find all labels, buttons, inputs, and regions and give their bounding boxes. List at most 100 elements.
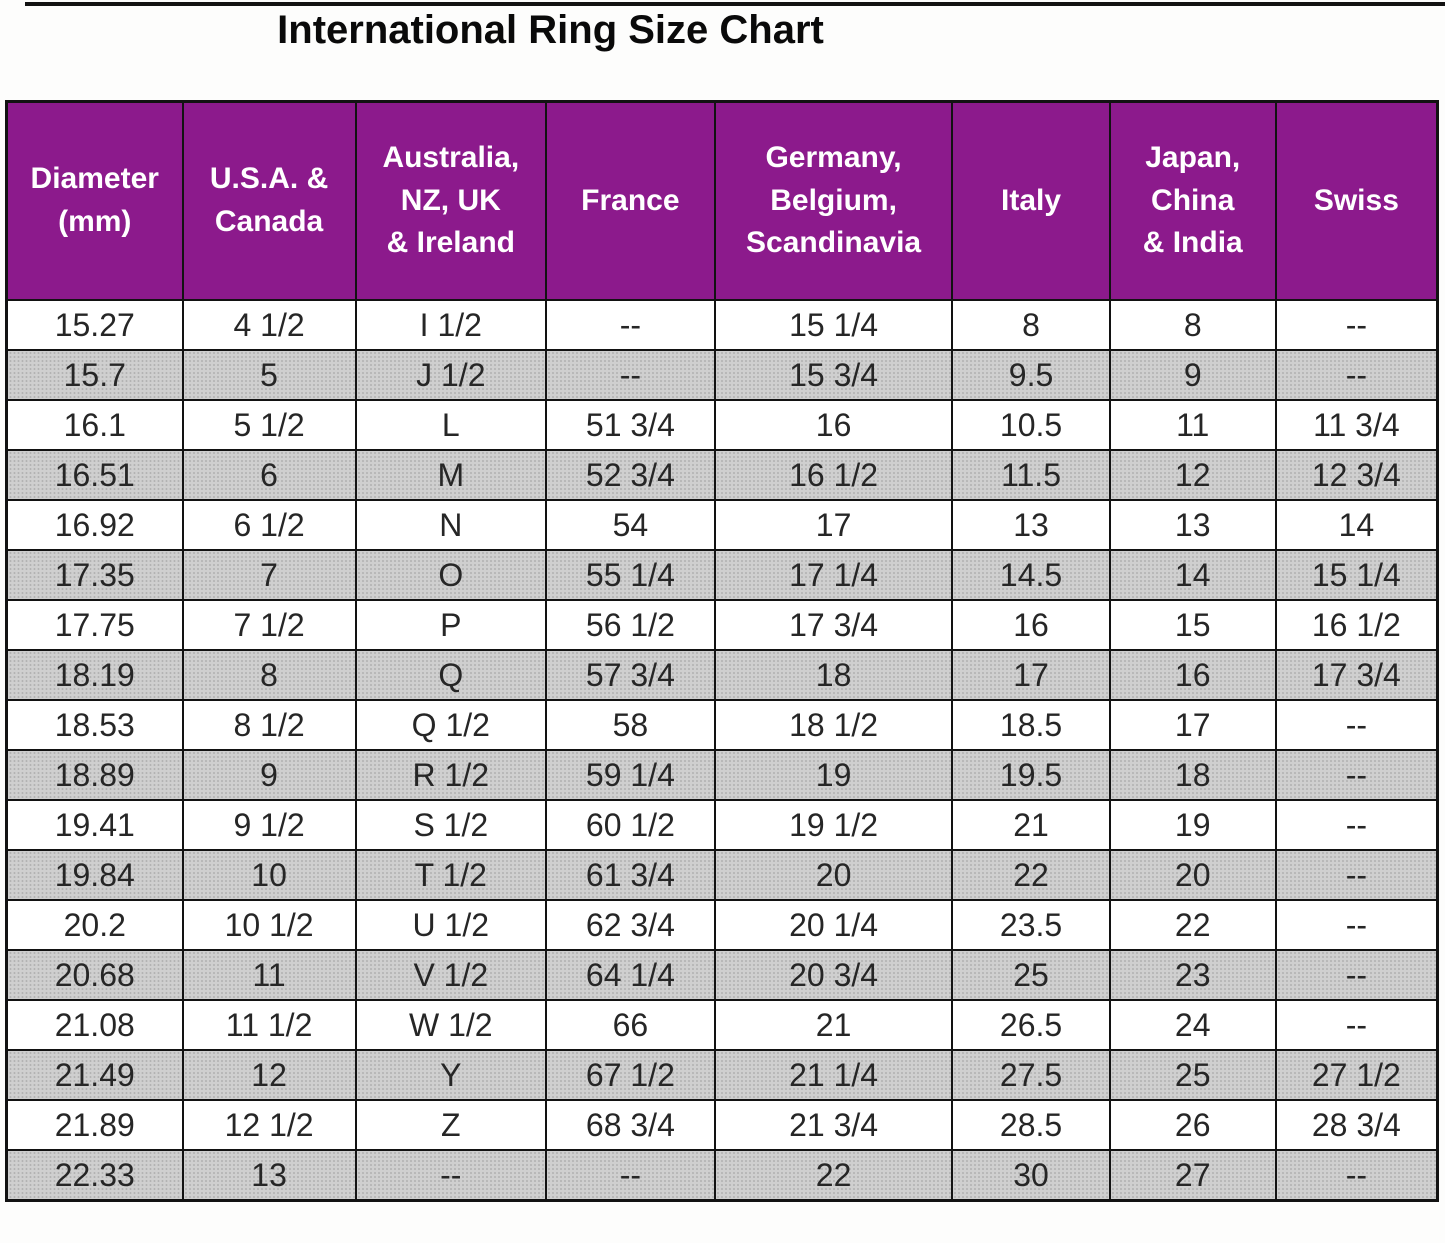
table-cell: 12 [181, 1049, 357, 1101]
table-cell: 17 1/4 [713, 549, 954, 601]
table-cell: 15.7 [5, 349, 184, 401]
table-cell: 10 1/2 [181, 899, 357, 951]
table-cell: 11 [181, 949, 357, 1001]
table-cell: 15 3/4 [713, 349, 954, 401]
table-cell: 62 3/4 [544, 899, 716, 951]
table-row: 16.51 6 M 52 3/4 16 1/2 11.5 12 12 3/4 [5, 449, 1439, 501]
table-cell: 11 1/2 [181, 999, 357, 1051]
table-cell: S 1/2 [354, 799, 547, 851]
table-cell: 52 3/4 [544, 449, 716, 501]
table-cell: 8 [1108, 299, 1277, 351]
table-cell: -- [1274, 299, 1439, 351]
table-cell: 51 3/4 [544, 399, 716, 451]
table-cell: 9 [1108, 349, 1277, 401]
table-cell: 28.5 [951, 1099, 1111, 1151]
table-cell: Q [354, 649, 547, 701]
table-row: 20.2 10 1/2 U 1/2 62 3/4 20 1/4 23.5 22 -- [5, 899, 1439, 951]
table-cell: 27 [1108, 1149, 1277, 1202]
page-title: International Ring Size Chart [277, 8, 824, 52]
table-cell: 4 1/2 [181, 299, 357, 351]
table-row: 15.7 5 J 1/2 -- 15 3/4 9.5 9 -- [5, 349, 1439, 401]
table-cell: Q 1/2 [354, 699, 547, 751]
table-cell: 8 [951, 299, 1111, 351]
table-cell: V 1/2 [354, 949, 547, 1001]
table-cell: J 1/2 [354, 349, 547, 401]
table-cell: 19 1/2 [713, 799, 954, 851]
column-header: U.S.A. & Canada [181, 100, 357, 301]
table-cell: -- [1274, 749, 1439, 801]
table-cell: 9.5 [951, 349, 1111, 401]
table-cell: 19.5 [951, 749, 1111, 801]
table-cell: 15 1/4 [1274, 549, 1439, 601]
table-cell: -- [1274, 949, 1439, 1001]
table-cell: N [354, 499, 547, 551]
table-cell: 20 [713, 849, 954, 901]
table-cell: 18 [713, 649, 954, 701]
table-cell: 67 1/2 [544, 1049, 716, 1101]
table-cell: -- [354, 1149, 547, 1202]
table-row: 19.84 10 T 1/2 61 3/4 20 22 20 -- [5, 849, 1439, 901]
table-cell: -- [544, 1149, 716, 1202]
table-cell: 64 1/4 [544, 949, 716, 1001]
table-cell: Z [354, 1099, 547, 1151]
table-cell: 60 1/2 [544, 799, 716, 851]
table-cell: 17 [951, 649, 1111, 701]
table-cell: 9 1/2 [181, 799, 357, 851]
column-header: Germany, Belgium, Scandinavia [713, 100, 954, 301]
table-cell: 18.89 [5, 749, 184, 801]
table-cell: 28 3/4 [1274, 1099, 1439, 1151]
header-row: Diameter (mm) U.S.A. & Canada Australia, N… [5, 100, 1439, 301]
table-cell: 19.41 [5, 799, 184, 851]
table-row: 21.08 11 1/2 W 1/2 66 21 26.5 24 -- [5, 999, 1439, 1051]
table-cell: 18.5 [951, 699, 1111, 751]
table-row: 15.27 4 1/2 I 1/2 -- 15 1/4 8 8 -- [5, 299, 1439, 351]
table-cell: 23.5 [951, 899, 1111, 951]
table-cell: 19 [713, 749, 954, 801]
table-cell: 18.19 [5, 649, 184, 701]
table-cell: 16 1/2 [1274, 599, 1439, 651]
table-cell: 16.92 [5, 499, 184, 551]
table-cell: 8 [181, 649, 357, 701]
column-header: Diameter (mm) [5, 100, 184, 301]
table-row: 22.33 13 -- -- 22 30 27 -- [5, 1149, 1439, 1202]
table-header: Diameter (mm) U.S.A. & Canada Australia, N… [5, 100, 1439, 301]
column-header: France [544, 100, 716, 301]
table-cell: 14 [1274, 499, 1439, 551]
table-cell: -- [544, 299, 716, 351]
table-cell: 9 [181, 749, 357, 801]
table-cell: 6 [181, 449, 357, 501]
table-cell: 10.5 [951, 399, 1111, 451]
column-header: Japan, China & India [1108, 100, 1277, 301]
table-cell: -- [1274, 999, 1439, 1051]
table-cell: 5 1/2 [181, 399, 357, 451]
table-cell: 20.68 [5, 949, 184, 1001]
table-cell: 25 [951, 949, 1111, 1001]
table-row: 18.53 8 1/2 Q 1/2 58 18 1/2 18.5 17 -- [5, 699, 1439, 751]
table-cell: 18.53 [5, 699, 184, 751]
table-row: 20.68 11 V 1/2 64 1/4 20 3/4 25 23 -- [5, 949, 1439, 1001]
table-cell: 25 [1108, 1049, 1277, 1101]
table-row: 16.1 5 1/2 L 51 3/4 16 10.5 11 11 3/4 [5, 399, 1439, 451]
table-cell: 12 3/4 [1274, 449, 1439, 501]
table-cell: 27.5 [951, 1049, 1111, 1101]
table-cell: 68 3/4 [544, 1099, 716, 1151]
table-row: 19.41 9 1/2 S 1/2 60 1/2 19 1/2 21 19 -- [5, 799, 1439, 851]
table-cell: 11 [1108, 399, 1277, 451]
table-cell: O [354, 549, 547, 601]
table-cell: 20 [1108, 849, 1277, 901]
table-cell: 13 [1108, 499, 1277, 551]
table-cell: 20.2 [5, 899, 184, 951]
table-cell: 13 [181, 1149, 357, 1202]
table-cell: 13 [951, 499, 1111, 551]
table-cell: 30 [951, 1149, 1111, 1202]
table-cell: I 1/2 [354, 299, 547, 351]
table-cell: 17 3/4 [713, 599, 954, 651]
table-cell: 61 3/4 [544, 849, 716, 901]
table-cell: 19.84 [5, 849, 184, 901]
table-cell: -- [544, 349, 716, 401]
table-cell: -- [1274, 1149, 1439, 1202]
table-row: 18.89 9 R 1/2 59 1/4 19 19.5 18 -- [5, 749, 1439, 801]
table-cell: 14.5 [951, 549, 1111, 601]
table-cell: 21.08 [5, 999, 184, 1051]
table-cell: 58 [544, 699, 716, 751]
